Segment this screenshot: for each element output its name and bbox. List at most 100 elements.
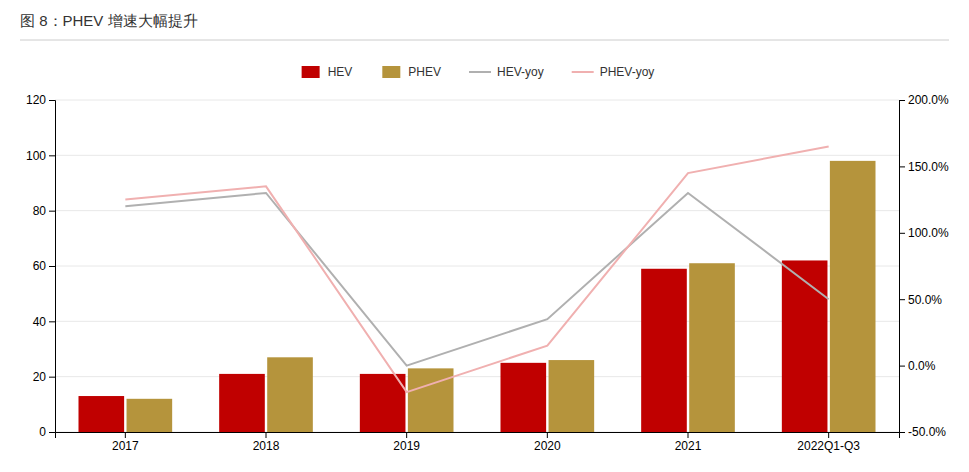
tick: 2022Q1-Q3: [797, 432, 860, 453]
tick-label: 0: [39, 425, 46, 439]
tick: 2019: [393, 432, 420, 453]
legend: HEV PHEV HEV-yoy PHEV-yoy: [302, 65, 655, 79]
legend-swatch: [302, 66, 320, 78]
tick: 50.0%: [899, 293, 942, 307]
tick: 20: [33, 370, 55, 384]
tick-mark: [49, 377, 55, 378]
tick-mark: [49, 155, 55, 156]
tick-mark: [125, 432, 126, 438]
legend-item: PHEV-yoy: [572, 65, 655, 79]
tick-label: 100.0%: [908, 226, 949, 240]
tick-label: 40: [33, 315, 47, 329]
tick-mark: [899, 233, 905, 234]
tick-label: 2019: [393, 439, 420, 453]
tick-mark: [49, 266, 55, 267]
bar: [79, 396, 125, 432]
grid-line: [55, 155, 899, 156]
bar: [267, 357, 313, 432]
y-axis: 0 20 40 60 80 100 120: [26, 93, 56, 439]
grid-line: [55, 376, 899, 377]
tick-label: 60: [33, 259, 47, 273]
tick: 100: [26, 149, 55, 163]
legend-item: HEV: [302, 65, 353, 79]
legend-item: HEV-yoy: [469, 65, 544, 79]
axis-line: [49, 101, 56, 433]
plot: 0 20 40 60 80 100 120 -50.0% 0.0% 50.0% 100.0% 150.…: [26, 93, 949, 452]
tick: 2020: [534, 432, 561, 453]
tick-label: 150.0%: [908, 160, 949, 174]
tick-mark: [49, 100, 55, 101]
bar: [689, 263, 735, 432]
bar: [127, 399, 173, 432]
grid-line: [55, 100, 899, 101]
tick-mark: [406, 432, 407, 438]
tick-mark: [266, 432, 267, 438]
tick-mark: [49, 321, 55, 322]
line: [125, 193, 828, 366]
tick: 0.0%: [899, 359, 936, 373]
tick-mark: [547, 432, 548, 438]
tick: -50.0%: [899, 425, 946, 439]
bar: [219, 374, 265, 432]
tick-label: 2022Q1-Q3: [797, 439, 860, 453]
bar: [360, 374, 406, 432]
tick: 150.0%: [899, 160, 949, 174]
axis-line: [56, 433, 900, 439]
tick: 120: [26, 93, 55, 107]
legend-label: HEV-yoy: [497, 65, 544, 79]
legend-swatch: [382, 66, 400, 78]
legend-label: PHEV-yoy: [600, 65, 655, 79]
tick: 60: [33, 259, 55, 273]
tick-mark: [688, 432, 689, 438]
bar: [782, 260, 828, 432]
tick: 100.0%: [899, 226, 949, 240]
marks: [79, 146, 876, 432]
legend-label: HEV: [328, 65, 353, 79]
tick-label: 2017: [112, 439, 139, 453]
x-axis: 2017 2018 2019 2020 2021 2022Q1-Q3: [56, 432, 900, 453]
tick: 2018: [253, 432, 280, 453]
bar: [549, 360, 595, 432]
bar: [830, 161, 876, 432]
tick: 2021: [675, 432, 702, 453]
tick: 80: [33, 204, 55, 218]
tick-label: 0.0%: [908, 359, 936, 373]
bar: [501, 363, 547, 432]
legend-label: PHEV: [408, 65, 441, 79]
tick-mark: [899, 366, 905, 367]
tick-label: 20: [33, 370, 47, 384]
tick-mark: [899, 166, 905, 167]
line: [125, 146, 828, 392]
bar-series: [79, 260, 828, 432]
y2-axis: -50.0% 0.0% 50.0% 100.0% 150.0% 200.0%: [899, 93, 949, 439]
axis-line: [900, 101, 906, 433]
legend-item: PHEV: [382, 65, 441, 79]
tick-label: 200.0%: [908, 93, 949, 107]
tick-label: 2018: [253, 439, 280, 453]
legend-swatch: [469, 71, 491, 73]
tick-label: 50.0%: [908, 293, 942, 307]
tick-mark: [899, 100, 905, 101]
grid-line: [55, 210, 899, 211]
tick-mark: [899, 299, 905, 300]
tick: 40: [33, 315, 55, 329]
tick-mark: [49, 211, 55, 212]
tick-label: 100: [26, 149, 46, 163]
grid: [55, 100, 899, 432]
tick: 2017: [112, 432, 139, 453]
tick: 200.0%: [899, 93, 949, 107]
title: 图 8：PHEV 增速大幅提升: [20, 12, 198, 29]
tick-mark: [828, 432, 829, 438]
tick-label: 120: [26, 93, 46, 107]
tick-label: 2021: [675, 439, 702, 453]
tick: 0: [39, 425, 55, 439]
bar: [641, 269, 687, 432]
grid-line: [55, 321, 899, 322]
chart: 图 8：PHEV 增速大幅提升 0 20 40 60 80 100 120 -50.0% 0.0%…: [0, 0, 969, 472]
tick-label: 80: [33, 204, 47, 218]
tick-label: -50.0%: [908, 425, 946, 439]
title-rule: [20, 40, 949, 41]
bar-series: [127, 161, 876, 432]
tick-mark: [49, 432, 55, 433]
grid-line: [55, 266, 899, 267]
